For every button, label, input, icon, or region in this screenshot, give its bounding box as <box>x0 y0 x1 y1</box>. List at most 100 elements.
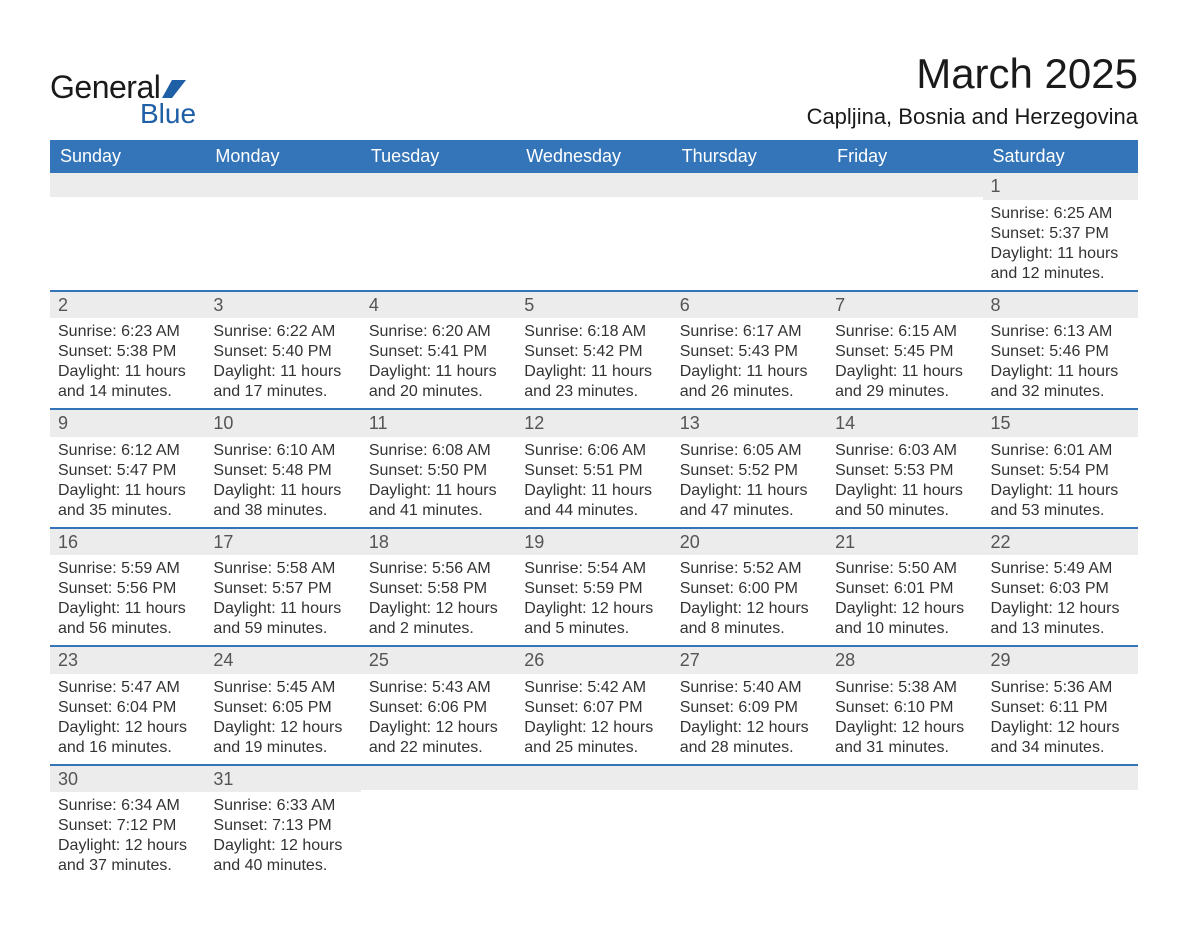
day-number <box>827 766 982 790</box>
day-body: Sunrise: 5:42 AMSunset: 6:07 PMDaylight:… <box>516 674 671 764</box>
sunrise-text: Sunrise: 6:01 AM <box>991 441 1130 461</box>
day-body: Sunrise: 6:17 AMSunset: 5:43 PMDaylight:… <box>672 318 827 408</box>
daylight-text: and 16 minutes. <box>58 738 197 758</box>
daylight-text: Daylight: 11 hours <box>524 481 663 501</box>
daylight-text: and 23 minutes. <box>524 382 663 402</box>
day-number: 27 <box>672 647 827 674</box>
daylight-text: and 28 minutes. <box>680 738 819 758</box>
day-body <box>50 197 205 207</box>
calendar-cell: 19Sunrise: 5:54 AMSunset: 5:59 PMDayligh… <box>516 528 671 647</box>
day-number: 26 <box>516 647 671 674</box>
day-number: 16 <box>50 529 205 556</box>
day-body: Sunrise: 6:20 AMSunset: 5:41 PMDaylight:… <box>361 318 516 408</box>
calendar-cell: 18Sunrise: 5:56 AMSunset: 5:58 PMDayligh… <box>361 528 516 647</box>
daylight-text: and 35 minutes. <box>58 501 197 521</box>
day-body: Sunrise: 6:08 AMSunset: 5:50 PMDaylight:… <box>361 437 516 527</box>
calendar-cell: 1Sunrise: 6:25 AMSunset: 5:37 PMDaylight… <box>983 173 1138 291</box>
sunset-text: Sunset: 5:58 PM <box>369 579 508 599</box>
day-body: Sunrise: 5:50 AMSunset: 6:01 PMDaylight:… <box>827 555 982 645</box>
calendar-cell: 20Sunrise: 5:52 AMSunset: 6:00 PMDayligh… <box>672 528 827 647</box>
sunrise-text: Sunrise: 5:58 AM <box>213 559 352 579</box>
daylight-text: Daylight: 12 hours <box>991 599 1130 619</box>
calendar-week-row: 16Sunrise: 5:59 AMSunset: 5:56 PMDayligh… <box>50 528 1138 647</box>
sunset-text: Sunset: 5:51 PM <box>524 461 663 481</box>
daylight-text: Daylight: 12 hours <box>835 718 974 738</box>
calendar-cell: 16Sunrise: 5:59 AMSunset: 5:56 PMDayligh… <box>50 528 205 647</box>
sunset-text: Sunset: 6:09 PM <box>680 698 819 718</box>
weekday-header: Tuesday <box>361 140 516 173</box>
day-number: 22 <box>983 529 1138 556</box>
day-body: Sunrise: 5:49 AMSunset: 6:03 PMDaylight:… <box>983 555 1138 645</box>
daylight-text: Daylight: 11 hours <box>58 599 197 619</box>
daylight-text: Daylight: 11 hours <box>991 244 1130 264</box>
sunrise-text: Sunrise: 5:45 AM <box>213 678 352 698</box>
calendar-cell <box>672 765 827 883</box>
sunset-text: Sunset: 6:04 PM <box>58 698 197 718</box>
day-number: 12 <box>516 410 671 437</box>
daylight-text: and 10 minutes. <box>835 619 974 639</box>
day-body <box>672 197 827 207</box>
sunrise-text: Sunrise: 6:18 AM <box>524 322 663 342</box>
day-number <box>672 173 827 197</box>
day-body <box>827 790 982 800</box>
sunset-text: Sunset: 6:01 PM <box>835 579 974 599</box>
day-body: Sunrise: 6:12 AMSunset: 5:47 PMDaylight:… <box>50 437 205 527</box>
sunrise-text: Sunrise: 5:52 AM <box>680 559 819 579</box>
sunrise-text: Sunrise: 5:40 AM <box>680 678 819 698</box>
calendar-cell: 3Sunrise: 6:22 AMSunset: 5:40 PMDaylight… <box>205 291 360 410</box>
sunset-text: Sunset: 6:10 PM <box>835 698 974 718</box>
sunset-text: Sunset: 5:52 PM <box>680 461 819 481</box>
day-number: 13 <box>672 410 827 437</box>
sunrise-text: Sunrise: 5:56 AM <box>369 559 508 579</box>
calendar-cell: 9Sunrise: 6:12 AMSunset: 5:47 PMDaylight… <box>50 409 205 528</box>
sunset-text: Sunset: 6:07 PM <box>524 698 663 718</box>
sunset-text: Sunset: 5:53 PM <box>835 461 974 481</box>
calendar-cell: 23Sunrise: 5:47 AMSunset: 6:04 PMDayligh… <box>50 646 205 765</box>
sunrise-text: Sunrise: 5:36 AM <box>991 678 1130 698</box>
day-body: Sunrise: 5:54 AMSunset: 5:59 PMDaylight:… <box>516 555 671 645</box>
sunrise-text: Sunrise: 6:03 AM <box>835 441 974 461</box>
daylight-text: and 50 minutes. <box>835 501 974 521</box>
day-body: Sunrise: 6:15 AMSunset: 5:45 PMDaylight:… <box>827 318 982 408</box>
day-number: 1 <box>983 173 1138 200</box>
sunrise-text: Sunrise: 6:15 AM <box>835 322 974 342</box>
sunset-text: Sunset: 7:13 PM <box>213 816 352 836</box>
calendar-cell: 17Sunrise: 5:58 AMSunset: 5:57 PMDayligh… <box>205 528 360 647</box>
day-body <box>516 790 671 800</box>
day-number: 4 <box>361 292 516 319</box>
daylight-text: and 56 minutes. <box>58 619 197 639</box>
day-number: 6 <box>672 292 827 319</box>
calendar-cell: 28Sunrise: 5:38 AMSunset: 6:10 PMDayligh… <box>827 646 982 765</box>
sunset-text: Sunset: 5:41 PM <box>369 342 508 362</box>
day-number: 10 <box>205 410 360 437</box>
sunset-text: Sunset: 5:38 PM <box>58 342 197 362</box>
weekday-header: Friday <box>827 140 982 173</box>
sunset-text: Sunset: 5:50 PM <box>369 461 508 481</box>
daylight-text: Daylight: 11 hours <box>680 481 819 501</box>
sunrise-text: Sunrise: 6:12 AM <box>58 441 197 461</box>
day-body: Sunrise: 6:01 AMSunset: 5:54 PMDaylight:… <box>983 437 1138 527</box>
sunrise-text: Sunrise: 6:10 AM <box>213 441 352 461</box>
day-number: 5 <box>516 292 671 319</box>
daylight-text: and 5 minutes. <box>524 619 663 639</box>
day-body: Sunrise: 6:05 AMSunset: 5:52 PMDaylight:… <box>672 437 827 527</box>
day-body: Sunrise: 5:38 AMSunset: 6:10 PMDaylight:… <box>827 674 982 764</box>
calendar-cell: 27Sunrise: 5:40 AMSunset: 6:09 PMDayligh… <box>672 646 827 765</box>
sunset-text: Sunset: 7:12 PM <box>58 816 197 836</box>
calendar-cell: 15Sunrise: 6:01 AMSunset: 5:54 PMDayligh… <box>983 409 1138 528</box>
calendar-cell: 8Sunrise: 6:13 AMSunset: 5:46 PMDaylight… <box>983 291 1138 410</box>
day-body: Sunrise: 5:59 AMSunset: 5:56 PMDaylight:… <box>50 555 205 645</box>
daylight-text: Daylight: 11 hours <box>991 481 1130 501</box>
brand-line2: Blue <box>140 98 196 130</box>
calendar-cell <box>827 173 982 291</box>
daylight-text: and 22 minutes. <box>369 738 508 758</box>
calendar-cell: 5Sunrise: 6:18 AMSunset: 5:42 PMDaylight… <box>516 291 671 410</box>
day-body: Sunrise: 6:33 AMSunset: 7:13 PMDaylight:… <box>205 792 360 882</box>
daylight-text: and 17 minutes. <box>213 382 352 402</box>
calendar-cell: 29Sunrise: 5:36 AMSunset: 6:11 PMDayligh… <box>983 646 1138 765</box>
day-body: Sunrise: 6:06 AMSunset: 5:51 PMDaylight:… <box>516 437 671 527</box>
sunrise-text: Sunrise: 6:25 AM <box>991 204 1130 224</box>
weekday-header: Saturday <box>983 140 1138 173</box>
day-number: 2 <box>50 292 205 319</box>
calendar-cell: 14Sunrise: 6:03 AMSunset: 5:53 PMDayligh… <box>827 409 982 528</box>
